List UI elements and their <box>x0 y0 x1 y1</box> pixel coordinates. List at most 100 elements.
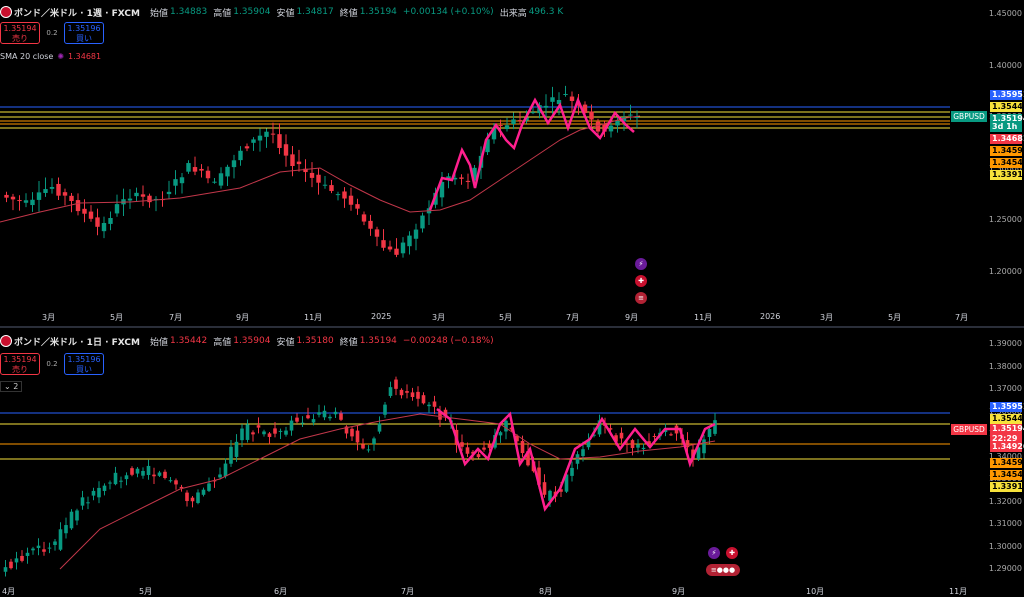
us-flag-events-group[interactable]: ≡●●● <box>706 564 740 576</box>
weekly-chart-pane[interactable]: ポンド／米ドル · 1週 · FXCM 始値 1.34883 高値 1.35904 … <box>0 0 1024 325</box>
candle-body <box>69 511 74 529</box>
pane-divider[interactable] <box>0 326 1024 328</box>
sma-indicator-legend[interactable]: SMA 20 close ✺ 1.34681 <box>0 52 101 61</box>
candle-body <box>615 120 620 126</box>
time-tick-label: 5月 <box>110 313 124 322</box>
daily-symbol-tag: GBPUSD <box>951 424 987 435</box>
candle-body <box>245 424 250 440</box>
candle-body <box>381 240 386 248</box>
open-value: 1.35442 <box>169 336 208 346</box>
candle-body <box>186 163 191 172</box>
candle-body <box>504 420 508 432</box>
candle-body <box>471 451 475 454</box>
open-label: 始値 <box>149 8 168 19</box>
candle-body <box>394 248 399 255</box>
candle-body <box>157 472 162 476</box>
candle-body <box>30 199 35 206</box>
daily-symbol-title[interactable]: ポンド／米ドル · 1日 · FXCM <box>14 337 140 348</box>
sell-button[interactable]: 1.35194 売り <box>0 22 40 44</box>
time-tick-label: 4月 <box>2 587 16 596</box>
close-label: 終値 <box>339 337 358 348</box>
candle-body <box>119 480 123 482</box>
price-tag: 1.34596 <box>990 458 1024 468</box>
change-value: −0.00248 (−0.18%) <box>402 336 494 346</box>
collapse-indicators-button[interactable]: ⌄ 2 <box>0 381 23 392</box>
candle-body <box>31 548 35 551</box>
sma-name: SMA 20 close <box>0 52 54 61</box>
candle-body <box>669 434 673 436</box>
candle-body <box>20 555 24 561</box>
candle-body <box>685 440 690 448</box>
candle-body <box>400 242 406 254</box>
candle-body <box>196 492 200 503</box>
sell-button[interactable]: 1.35194 売り <box>0 353 40 375</box>
weekly-symbol-title[interactable]: ポンド／米ドル · 1週 · FXCM <box>14 8 140 19</box>
candle-body <box>485 139 490 153</box>
time-tick-label: 6月 <box>274 587 288 596</box>
candle-body <box>421 395 426 404</box>
candle-body <box>88 211 94 219</box>
uk-flag-event-icon[interactable]: ✚ <box>726 547 738 559</box>
candle-body <box>625 443 629 445</box>
close-label: 終値 <box>339 8 358 19</box>
candle-body <box>416 391 420 399</box>
sma-line <box>59 413 716 570</box>
price-tick-label: 1.20000 <box>988 266 1022 276</box>
candle-body <box>23 200 29 203</box>
price-tick-label: 1.29000 <box>988 564 1022 573</box>
sma-line <box>0 115 641 223</box>
candle-body <box>273 428 277 434</box>
weekly-trade-buttons: 1.35194 売り 0.2 1.35196 買い <box>0 22 104 44</box>
candle-body <box>295 417 299 422</box>
candle-body <box>446 176 451 180</box>
candle-body <box>460 442 464 447</box>
candle-body <box>146 465 151 476</box>
candle-body <box>140 194 146 197</box>
close-value: 1.35194 <box>359 7 397 17</box>
us-flag-event-icon[interactable]: ≡ <box>635 292 647 304</box>
candle-body <box>597 420 602 435</box>
candle-body <box>317 412 321 415</box>
candle-body <box>713 420 717 434</box>
candle-body <box>511 119 516 125</box>
candle-body <box>628 114 633 116</box>
candle-body <box>498 125 503 127</box>
daily-chart-canvas[interactable] <box>0 329 1024 593</box>
candle-body <box>212 181 217 183</box>
candle-body <box>53 541 57 545</box>
settings-icon[interactable]: ✺ <box>57 52 65 61</box>
price-tick-label: 1.30000 <box>988 163 1022 173</box>
candle-body <box>344 426 349 434</box>
candle-body <box>225 166 230 177</box>
candle-body <box>438 411 442 420</box>
candle-body <box>459 177 464 179</box>
weekly-chart-canvas[interactable] <box>0 0 1024 325</box>
candle-body <box>192 167 198 172</box>
candle-body <box>702 439 706 454</box>
candle-body <box>212 480 217 482</box>
candle-body <box>543 105 549 108</box>
candle-body <box>205 170 211 179</box>
candle-body <box>322 410 327 418</box>
candle-body <box>283 144 289 156</box>
uk-flag-event-icon[interactable]: ✚ <box>635 275 647 287</box>
candle-body <box>152 474 156 477</box>
lightning-event-icon[interactable]: ⚡ <box>635 258 647 270</box>
candle-body <box>407 235 412 247</box>
candle-body <box>383 404 387 415</box>
open-label: 始値 <box>149 337 168 348</box>
buy-button[interactable]: 1.35196 買い <box>64 22 104 44</box>
lightning-event-icon[interactable]: ⚡ <box>708 547 720 559</box>
volume-value: 496.3 K <box>528 7 564 17</box>
price-tag: 1.35443 <box>990 102 1024 112</box>
daily-chart-pane[interactable]: ポンド／米ドル · 1日 · FXCM 始値 1.35442 高値 1.35904 … <box>0 329 1024 596</box>
candle-body <box>163 471 167 479</box>
candle-body <box>58 529 63 550</box>
time-tick-label: 7月 <box>955 313 969 322</box>
price-tag: 22:29 <box>990 434 1022 444</box>
candle-body <box>36 545 41 549</box>
candle-body <box>328 416 332 419</box>
candle-body <box>696 447 701 459</box>
buy-button[interactable]: 1.35196 買い <box>64 353 104 375</box>
candle-body <box>199 168 204 171</box>
